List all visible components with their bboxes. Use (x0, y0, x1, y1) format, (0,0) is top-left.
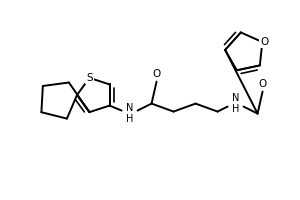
Text: N
H: N H (232, 93, 239, 114)
Text: S: S (86, 73, 93, 83)
Text: O: O (152, 69, 161, 79)
Text: O: O (260, 37, 269, 47)
Text: N
H: N H (126, 103, 133, 124)
Text: O: O (258, 79, 267, 89)
